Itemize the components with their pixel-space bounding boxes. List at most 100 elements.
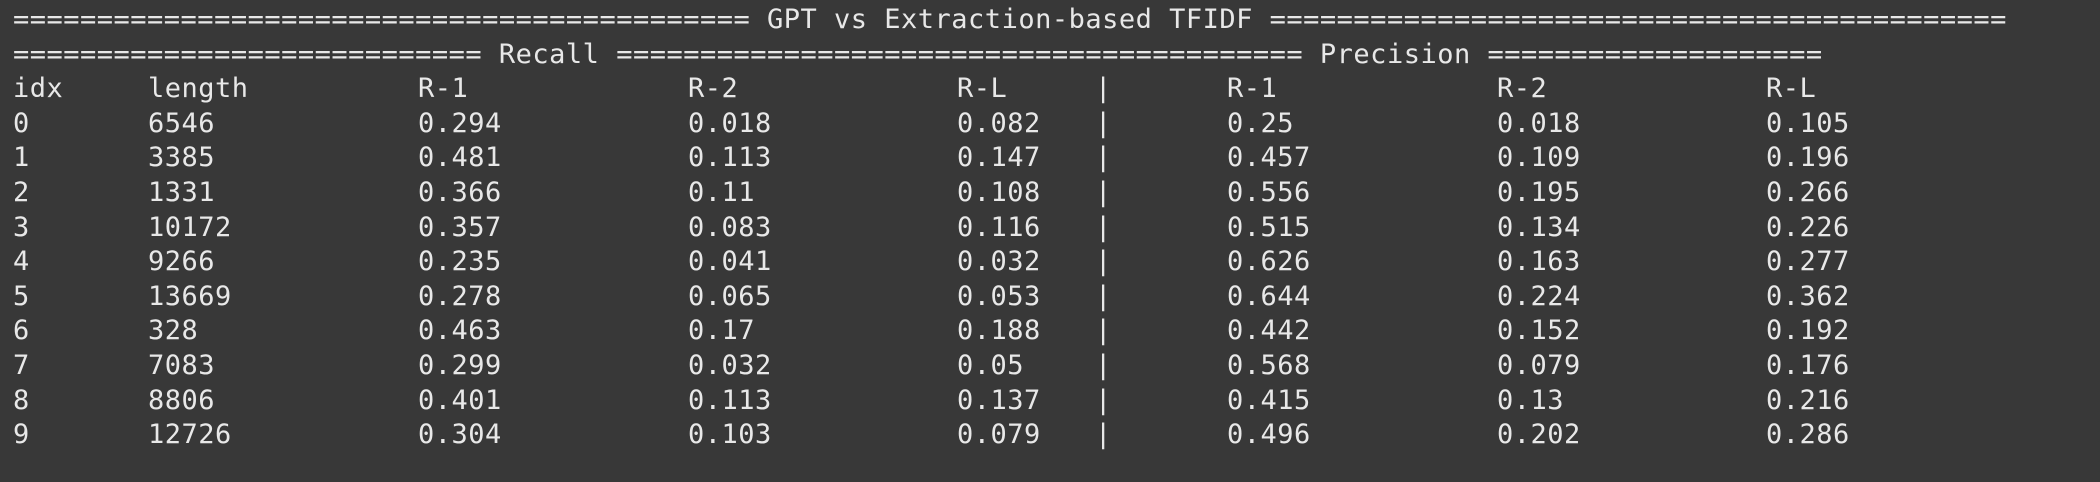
table-row: 6 328 0.463 0.17 0.188 | 0.442 0.152 0.192 [13, 314, 2093, 349]
cell-recall-r2: 0.17 [688, 315, 756, 347]
cell-recall-rl: 0.05 [957, 349, 1025, 381]
cell-length: 10172 [148, 211, 232, 243]
cell-length: 328 [148, 315, 199, 347]
cell-recall-r1: 0.357 [418, 211, 502, 243]
cell-separator: | [1095, 176, 1112, 208]
cell-precision-r1: 0.556 [1227, 176, 1311, 208]
cell-recall-r2: 0.083 [688, 211, 772, 243]
cell-precision-r1: 0.496 [1227, 419, 1311, 451]
cell-recall-r2: 0.018 [688, 107, 772, 139]
cell-length: 9266 [148, 246, 216, 278]
cell-recall-r1: 0.481 [418, 142, 502, 174]
header-precision-rl: R-L [1766, 73, 1817, 105]
cell-length: 8806 [148, 384, 216, 416]
table-row: 3 10172 0.357 0.083 0.116 | 0.515 0.134 0.226 [13, 211, 2093, 246]
cell-idx: 5 [13, 280, 30, 312]
cell-recall-r2: 0.041 [688, 246, 772, 278]
cell-recall-rl: 0.082 [957, 107, 1041, 139]
cell-recall-r1: 0.366 [418, 176, 502, 208]
header-separator: | [1095, 73, 1112, 105]
cell-precision-r2: 0.152 [1497, 315, 1581, 347]
cell-precision-rl: 0.286 [1766, 419, 1850, 451]
cell-recall-r2: 0.113 [688, 142, 772, 174]
cell-recall-r1: 0.401 [418, 384, 502, 416]
cell-recall-r2: 0.113 [688, 384, 772, 416]
cell-recall-rl: 0.137 [957, 384, 1041, 416]
cell-separator: | [1095, 107, 1112, 139]
cell-length: 12726 [148, 419, 232, 451]
cell-recall-r2: 0.11 [688, 176, 756, 208]
cell-length: 13669 [148, 280, 232, 312]
cell-idx: 8 [13, 384, 30, 416]
cell-idx: 7 [13, 349, 30, 381]
cell-precision-r1: 0.457 [1227, 142, 1311, 174]
cell-separator: | [1095, 246, 1112, 278]
header-row: idx length R-1 R-2 R-L | R-1 R-2 R-L [13, 72, 2093, 107]
cell-separator: | [1095, 142, 1112, 174]
cell-separator: | [1095, 384, 1112, 416]
header-recall-r1: R-1 [418, 73, 469, 105]
cell-idx: 2 [13, 176, 30, 208]
cell-recall-rl: 0.188 [957, 315, 1041, 347]
cell-precision-r1: 0.568 [1227, 349, 1311, 381]
cell-precision-rl: 0.216 [1766, 384, 1850, 416]
cell-precision-rl: 0.192 [1766, 315, 1850, 347]
cell-idx: 9 [13, 419, 30, 451]
header-length: length [148, 73, 249, 105]
cell-recall-r1: 0.235 [418, 246, 502, 278]
cell-idx: 1 [13, 142, 30, 174]
cell-precision-r1: 0.515 [1227, 211, 1311, 243]
table-row: 1 3385 0.481 0.113 0.147 | 0.457 0.109 0.196 [13, 141, 2093, 176]
cell-separator: | [1095, 211, 1112, 243]
cell-recall-rl: 0.032 [957, 246, 1041, 278]
cell-recall-r1: 0.304 [418, 419, 502, 451]
cell-recall-rl: 0.147 [957, 142, 1041, 174]
cell-idx: 4 [13, 246, 30, 278]
table-row: 7 7083 0.299 0.032 0.05 | 0.568 0.079 0.176 [13, 349, 2093, 384]
cell-precision-r2: 0.018 [1497, 107, 1581, 139]
cell-separator: | [1095, 349, 1112, 381]
cell-separator: | [1095, 315, 1112, 347]
cell-precision-rl: 0.105 [1766, 107, 1850, 139]
cell-recall-rl: 0.079 [957, 419, 1041, 451]
cell-precision-r2: 0.109 [1497, 142, 1581, 174]
title-line: ========================================… [13, 4, 2007, 35]
cell-precision-r1: 0.442 [1227, 315, 1311, 347]
cell-recall-r1: 0.463 [418, 315, 502, 347]
table-row: 0 6546 0.294 0.018 0.082 | 0.25 0.018 0.105 [13, 107, 2093, 142]
cell-length: 3385 [148, 142, 216, 174]
header-recall-r2: R-2 [688, 73, 739, 105]
table-row: 8 8806 0.401 0.113 0.137 | 0.415 0.13 0.216 [13, 384, 2093, 419]
cell-precision-r2: 0.13 [1497, 384, 1565, 416]
cell-precision-r1: 0.644 [1227, 280, 1311, 312]
cell-precision-r1: 0.415 [1227, 384, 1311, 416]
section-line: ============================ Recall ====… [13, 38, 1823, 70]
header-recall-rl: R-L [957, 73, 1008, 105]
cell-idx: 6 [13, 315, 30, 347]
header-precision-r1: R-1 [1227, 73, 1278, 105]
cell-recall-r1: 0.278 [418, 280, 502, 312]
cell-recall-rl: 0.116 [957, 211, 1041, 243]
cell-precision-r2: 0.163 [1497, 246, 1581, 278]
table-row: 4 9266 0.235 0.041 0.032 | 0.626 0.163 0.277 [13, 245, 2093, 280]
cell-precision-r2: 0.134 [1497, 211, 1581, 243]
cell-length: 7083 [148, 349, 216, 381]
cell-precision-r2: 0.224 [1497, 280, 1581, 312]
cell-recall-r2: 0.103 [688, 419, 772, 451]
table-body: 0 6546 0.294 0.018 0.082 | 0.25 0.018 0.105 1 3385… [13, 107, 2093, 453]
cell-precision-r2: 0.195 [1497, 176, 1581, 208]
cell-recall-r1: 0.294 [418, 107, 502, 139]
cell-separator: | [1095, 419, 1112, 451]
cell-precision-rl: 0.176 [1766, 349, 1850, 381]
cell-precision-rl: 0.362 [1766, 280, 1850, 312]
table-row: 2 1331 0.366 0.11 0.108 | 0.556 0.195 0.266 [13, 176, 2093, 211]
cell-precision-rl: 0.226 [1766, 211, 1850, 243]
cell-idx: 0 [13, 107, 30, 139]
cell-recall-r1: 0.299 [418, 349, 502, 381]
cell-idx: 3 [13, 211, 30, 243]
cell-precision-r1: 0.626 [1227, 246, 1311, 278]
cell-recall-rl: 0.053 [957, 280, 1041, 312]
cell-precision-r1: 0.25 [1227, 107, 1295, 139]
cell-recall-r2: 0.032 [688, 349, 772, 381]
cell-precision-rl: 0.196 [1766, 142, 1850, 174]
